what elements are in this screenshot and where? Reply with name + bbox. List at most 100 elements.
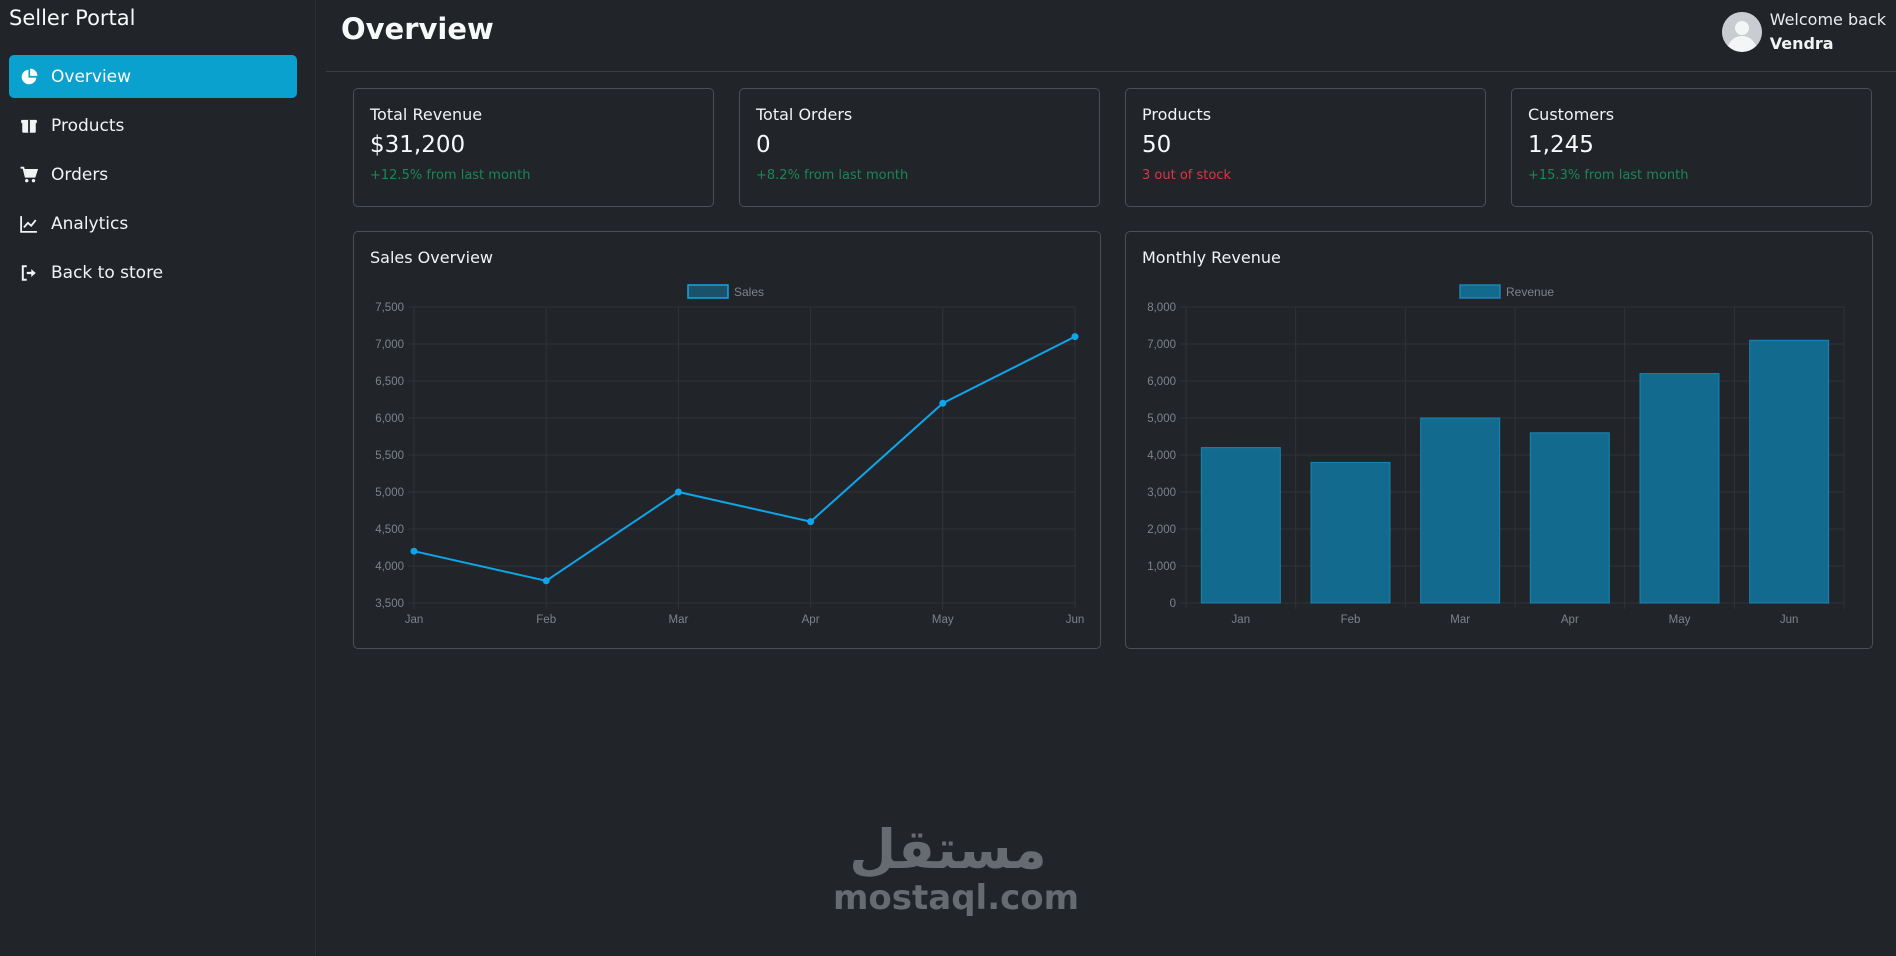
sales-line-chart[interactable]: Sales 3,500 4,000 4,500 5,000 5,500 6,000 6,500… <box>354 232 1102 650</box>
sidebar-item-analytics[interactable]: Analytics <box>9 202 297 245</box>
data-point <box>939 399 947 407</box>
brand-title: Seller Portal <box>9 6 136 30</box>
chart-legend: Sales <box>687 284 764 299</box>
stat-change: +15.3% from last month <box>1528 168 1689 183</box>
page-title: Overview <box>341 12 494 46</box>
sidebar-item-products[interactable]: Products <box>9 104 297 147</box>
x-tick-label: Feb <box>1341 614 1361 626</box>
stat-card-customers: Customers 1,245 +15.3% from last month <box>1511 88 1872 207</box>
y-tick-label: 6,000 <box>1147 376 1176 388</box>
user-greeting: Welcome back Vendra <box>1770 8 1886 56</box>
top-header: Overview Welcome back Vendra <box>326 0 1896 72</box>
sign-out-icon <box>19 263 39 283</box>
stat-change: +8.2% from last month <box>756 168 909 183</box>
pie-chart-icon <box>19 67 39 87</box>
x-tick-label: Mar <box>668 614 688 626</box>
sidebar-item-orders[interactable]: Orders <box>9 153 297 196</box>
x-tick-label: Mar <box>1450 614 1470 626</box>
x-tick-label: Apr <box>1561 614 1579 626</box>
stat-value: 50 <box>1142 132 1172 158</box>
stat-card-total-revenue: Total Revenue $31,200 +12.5% from last m… <box>353 88 714 207</box>
stat-value: $31,200 <box>370 132 466 158</box>
sidebar-nav: Overview Products Orders Analytics <box>9 55 297 300</box>
sidebar-item-label: Orders <box>51 164 109 185</box>
x-tick-label: Jan <box>405 614 424 626</box>
sidebar: Seller Portal Overview Products Orders <box>0 0 316 956</box>
line-chart-icon <box>19 214 39 234</box>
data-point <box>410 547 418 555</box>
y-tick-label: 5,000 <box>1147 413 1176 425</box>
y-tick-label: 7,000 <box>1147 339 1176 351</box>
legend-label: Sales <box>734 285 764 299</box>
bar <box>1529 432 1610 604</box>
cart-icon <box>19 165 39 185</box>
x-tick-label: Jun <box>1066 614 1085 626</box>
bar <box>1420 417 1501 604</box>
data-point <box>807 518 815 526</box>
y-tick-label: 0 <box>1170 598 1176 610</box>
data-point <box>1071 333 1079 341</box>
watermark-logo: مستقل mostaql.com <box>833 818 1080 918</box>
x-tick-label: Jun <box>1780 614 1799 626</box>
x-tick-label: May <box>932 614 954 626</box>
monthly-revenue-card: Monthly Revenue Revenue 0 1,000 2,000 3,000 4… <box>1125 231 1873 649</box>
sidebar-item-label: Analytics <box>51 213 129 234</box>
stats-row: Total Revenue $31,200 +12.5% from last m… <box>353 88 1873 207</box>
legend-label: Revenue <box>1506 285 1554 299</box>
y-tick-label: 1,000 <box>1147 561 1176 573</box>
y-tick-label: 5,500 <box>375 450 404 462</box>
stat-title: Total Revenue <box>370 105 483 124</box>
bar <box>1200 447 1281 604</box>
y-tick-label: 4,000 <box>375 561 404 573</box>
series-line-sales <box>413 335 1076 582</box>
chart-title: Monthly Revenue <box>1142 248 1281 267</box>
bar <box>1639 373 1720 604</box>
revenue-bar-chart[interactable]: Revenue 0 1,000 2,000 3,000 4,000 5,000 6,000 7,… <box>1126 232 1874 650</box>
chart-legend: Revenue <box>1459 284 1554 299</box>
stat-title: Total Orders <box>756 105 853 124</box>
x-tick-label: May <box>1669 614 1691 626</box>
y-tick-label: 7,500 <box>375 302 404 314</box>
x-tick-label: Feb <box>536 614 556 626</box>
data-point <box>674 488 682 496</box>
avatar[interactable] <box>1721 12 1762 52</box>
sidebar-item-overview[interactable]: Overview <box>9 55 297 98</box>
legend-swatch <box>1459 284 1501 299</box>
sidebar-item-label: Overview <box>51 66 132 87</box>
y-tick-label: 7,000 <box>375 339 404 351</box>
y-tick-label: 4,500 <box>375 524 404 536</box>
stat-value: 1,245 <box>1528 132 1594 158</box>
box-icon <box>19 116 39 136</box>
user-menu[interactable]: Welcome back Vendra <box>1721 8 1886 56</box>
bar <box>1749 339 1830 604</box>
sales-overview-card: Sales Overview Sales 3,500 4,000 4,500 5,000… <box>353 231 1101 649</box>
stat-change: +12.5% from last month <box>370 168 531 183</box>
chart-title: Sales Overview <box>370 248 493 267</box>
y-tick-label: 4,000 <box>1147 450 1176 462</box>
y-tick-label: 6,000 <box>375 413 404 425</box>
watermark-latin: mostaql.com <box>833 878 1080 918</box>
stat-card-products: Products 50 3 out of stock <box>1125 88 1486 207</box>
sidebar-item-label: Products <box>51 115 125 136</box>
stat-title: Customers <box>1528 105 1615 124</box>
stat-card-total-orders: Total Orders 0 +8.2% from last month <box>739 88 1100 207</box>
sidebar-item-back-to-store[interactable]: Back to store <box>9 251 297 294</box>
legend-swatch <box>687 284 729 299</box>
data-point <box>542 577 550 585</box>
y-tick-label: 5,000 <box>375 487 404 499</box>
y-tick-label: 3,000 <box>1147 487 1176 499</box>
x-tick-label: Jan <box>1232 614 1251 626</box>
watermark-arabic: مستقل <box>849 818 1047 881</box>
y-tick-label: 2,000 <box>1147 524 1176 536</box>
bar <box>1310 461 1391 604</box>
welcome-text: Welcome back <box>1769 10 1886 29</box>
username: Vendra <box>1769 34 1834 53</box>
stat-value: 0 <box>756 132 771 158</box>
x-tick-label: Apr <box>802 614 820 626</box>
y-tick-label: 8,000 <box>1147 302 1176 314</box>
y-tick-label: 6,500 <box>375 376 404 388</box>
user-avatar-icon <box>1721 12 1762 52</box>
stat-title: Products <box>1142 105 1212 124</box>
y-tick-label: 3,500 <box>375 598 404 610</box>
